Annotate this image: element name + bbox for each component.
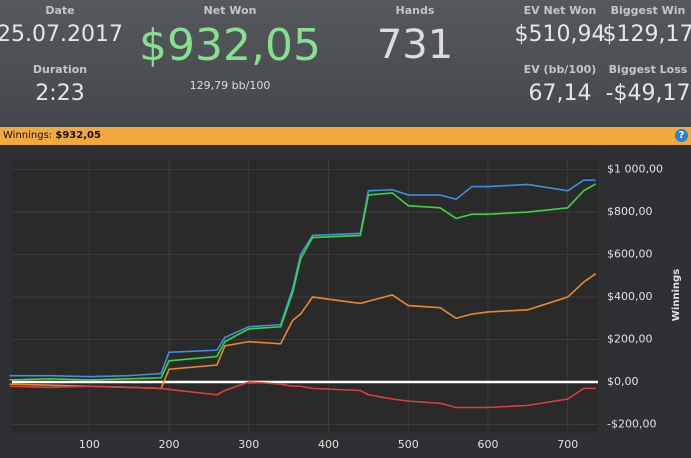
header-value: $932,05 [55,130,101,141]
chart: Winnings 100 200 300 400 500 600 700 $1 000,00 $… [9,160,682,451]
plot-area [12,160,598,433]
hands-value: 731 [376,22,454,68]
stat-label: Duration [32,63,88,76]
series-line [9,381,596,409]
y-tick-label: $0,00 [607,375,639,388]
stat-label: Date [45,4,75,17]
stat-value: -$49,17 [605,81,691,106]
y-tick-label: $800,00 [607,205,653,218]
series-line [9,179,596,378]
stat-label: EV (bb/100) [523,63,597,76]
stat-value: 25.07.2017 [0,22,123,47]
stat-label: EV Net Won [523,4,597,17]
stat-value: $510,94 [514,22,606,47]
y-axis-label: Winnings [671,269,682,321]
stat-label: Biggest Win [610,4,686,17]
stat-value: $129,17 [602,22,691,47]
net-won-value: $932,05 [139,20,321,71]
x-tick-label: 100 [79,438,100,451]
x-tick-label: 600 [477,438,498,451]
y-tick-label: $200,00 [607,333,653,346]
y-tick-label: $600,00 [607,248,653,261]
stat-value: 2:23 [35,81,85,106]
stat-value: 67,14 [528,81,592,106]
x-tick-label: 400 [318,438,339,451]
net-won-sub: 129,79 bb/100 [189,79,271,92]
x-tick-label: 500 [398,438,419,451]
stat-label: Net Won [203,4,257,17]
header-title: Winnings: [3,130,53,141]
stats-panel: Date 25.07.2017 Duration 2:23 Net Won $9… [0,0,691,127]
x-tick-label: 700 [557,438,578,451]
chart-header: Winnings: $932,05 ? [0,127,691,145]
stat-label: Hands [395,4,435,17]
series-line [9,183,597,381]
stat-label: Biggest Loss [608,63,688,76]
y-tick-label: $400,00 [607,290,653,303]
x-tick-label: 200 [159,438,180,451]
y-tick-label: -$200,00 [607,418,656,431]
y-tick-label: $1 000,00 [607,163,663,176]
help-button[interactable]: ? [675,129,688,142]
x-tick-label: 300 [238,438,259,451]
